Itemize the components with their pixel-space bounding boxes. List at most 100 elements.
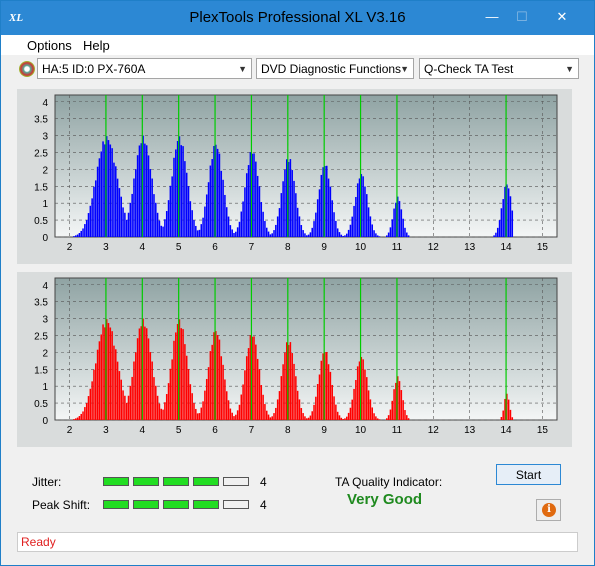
histogram-bar: [176, 323, 179, 420]
histogram-bar: [256, 175, 259, 237]
histogram-bar: [187, 186, 190, 237]
histogram-bar: [376, 418, 379, 420]
histogram-bar: [89, 205, 92, 237]
histogram-bar: [155, 385, 157, 420]
histogram-bar: [171, 359, 173, 420]
status-bar: Ready: [17, 532, 578, 552]
histogram-bar: [122, 207, 124, 237]
x-tick-label: 3: [103, 425, 109, 436]
histogram-bar: [158, 403, 161, 420]
menu-help[interactable]: Help: [83, 38, 110, 53]
histogram-bar: [335, 220, 337, 237]
histogram-bar: [329, 186, 332, 237]
histogram-bar: [107, 140, 110, 237]
histogram-bar: [209, 165, 212, 237]
test-select[interactable]: Q-Check TA Test ▼: [419, 58, 579, 79]
y-tick-label: 4: [42, 281, 48, 292]
histogram-bar: [276, 216, 279, 237]
histogram-bar: [340, 417, 343, 420]
histogram-bar: [295, 376, 297, 420]
x-tick-label: 9: [321, 242, 327, 253]
meter-segment: [193, 500, 219, 509]
histogram-bar: [347, 412, 350, 420]
histogram-bar: [98, 158, 101, 237]
histogram-bar: [293, 180, 295, 237]
histogram-bar: [120, 196, 122, 237]
histogram-bar: [346, 233, 348, 237]
y-tick-label: 0: [42, 416, 48, 427]
menu-options[interactable]: Options: [27, 38, 72, 53]
histogram-bar: [349, 407, 352, 420]
histogram-bar: [280, 193, 283, 237]
histogram-bar: [315, 212, 317, 237]
histogram-bar: [100, 151, 102, 237]
histogram-bar: [136, 155, 139, 237]
histogram-bar: [175, 332, 177, 420]
histogram-bar: [238, 221, 241, 237]
close-button[interactable]: ✕: [556, 9, 568, 24]
histogram-bar: [282, 364, 284, 420]
histogram-bar: [104, 327, 106, 420]
histogram-bar: [176, 140, 179, 237]
function-select-value: DVD Diagnostic Functions: [261, 62, 402, 76]
title-bar[interactable]: XL PlexTools Professional XL V3.16 — ☐ ✕: [1, 1, 594, 35]
y-tick-label: 1: [42, 382, 48, 393]
histogram-bar: [298, 399, 301, 420]
histogram-bar: [344, 235, 346, 237]
histogram-bar: [396, 196, 399, 237]
histogram-bar: [258, 186, 261, 237]
histogram-bar: [249, 152, 252, 237]
y-tick-label: 2.5: [34, 331, 48, 342]
histogram-bar: [202, 217, 204, 237]
histogram-bar: [227, 216, 230, 237]
info-button[interactable]: i: [536, 499, 561, 521]
x-tick-label: 9: [321, 425, 327, 436]
histogram-bar: [362, 176, 364, 237]
histogram-bar: [291, 353, 293, 420]
x-tick-label: 8: [285, 425, 291, 436]
y-tick-label: 3.5: [34, 298, 48, 309]
histogram-bar: [140, 143, 143, 237]
histogram-bar: [80, 413, 82, 420]
histogram-bar: [389, 227, 392, 237]
histogram-bar: [182, 146, 184, 237]
histogram-bar: [306, 418, 308, 420]
histogram-bar: [493, 235, 495, 237]
histogram-bar: [333, 396, 335, 420]
histogram-bar: [289, 342, 292, 420]
histogram-bar: [215, 331, 217, 420]
histogram-bar: [291, 170, 293, 237]
app-logo-icon: XL: [9, 12, 24, 24]
histogram-bar: [502, 410, 504, 420]
histogram-bar: [398, 201, 401, 237]
function-select[interactable]: DVD Diagnostic Functions ▼: [256, 58, 414, 79]
histogram-bar: [193, 403, 195, 420]
chevron-down-icon: ▼: [400, 64, 409, 74]
histogram-bar: [160, 225, 163, 237]
drive-select[interactable]: HA:5 ID:0 PX-760A ▼: [37, 58, 252, 79]
meter-segment: [223, 477, 249, 486]
histogram-bar: [184, 344, 186, 420]
histogram-bar: [265, 227, 268, 237]
start-button[interactable]: Start: [496, 464, 561, 485]
histogram-bar: [211, 159, 213, 237]
maximize-button[interactable]: ☐: [516, 9, 528, 24]
histogram-bar: [169, 185, 172, 237]
histogram-bar: [167, 383, 170, 420]
histogram-bar: [355, 379, 357, 420]
histogram-bar: [318, 189, 321, 237]
histogram-bar: [244, 370, 246, 420]
peak-shift-meter: [103, 500, 253, 510]
info-icon: i: [542, 503, 556, 517]
histogram-bar: [102, 324, 104, 420]
histogram-bar: [300, 225, 303, 237]
histogram-bar: [129, 385, 132, 420]
x-tick-label: 15: [537, 242, 549, 253]
histogram-bar: [73, 236, 75, 237]
histogram-bar: [402, 400, 404, 420]
histogram-bar: [386, 418, 388, 420]
histogram-bar: [100, 334, 102, 420]
minimize-button[interactable]: —: [485, 9, 499, 24]
histogram-bar: [260, 202, 263, 237]
histogram-bar: [375, 416, 377, 420]
